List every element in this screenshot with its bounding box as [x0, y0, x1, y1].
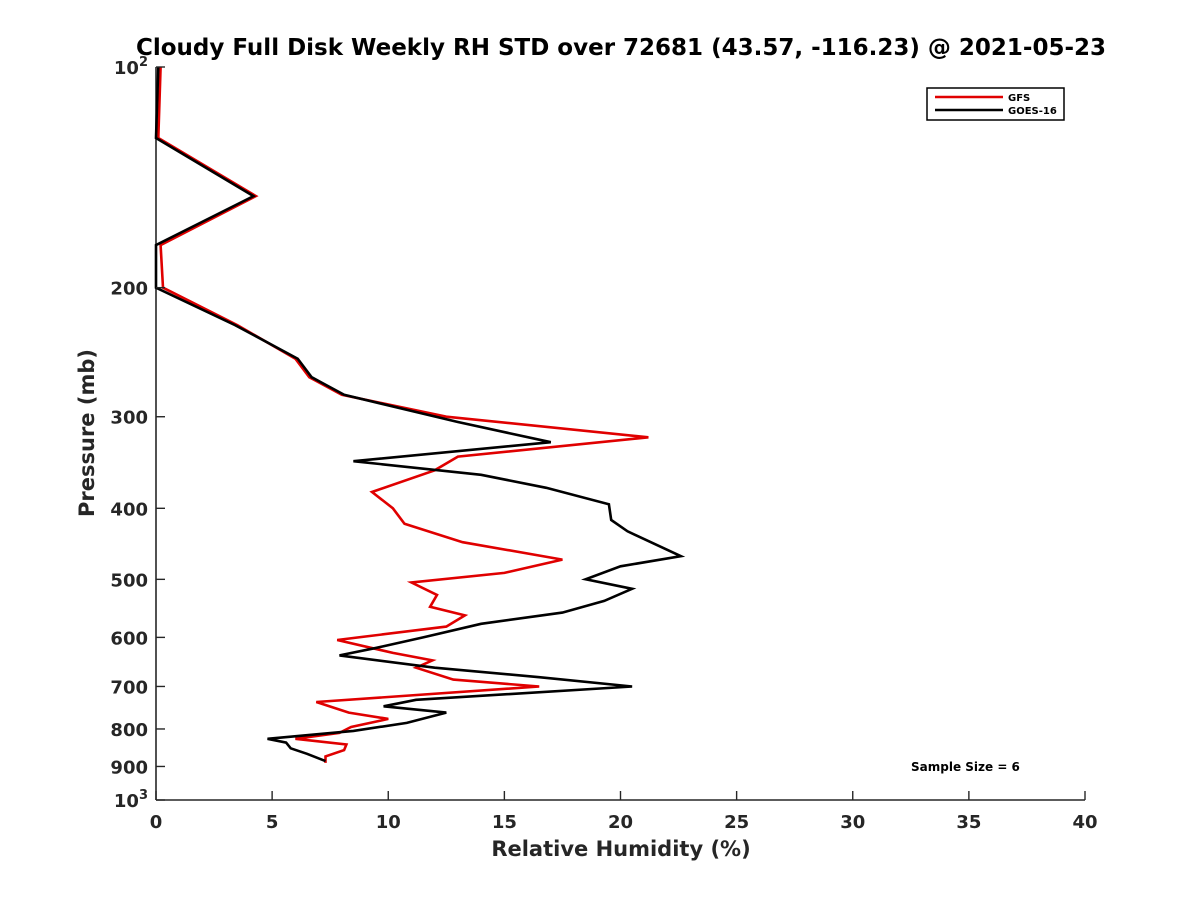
- chart-title: Cloudy Full Disk Weekly RH STD over 7268…: [136, 35, 1106, 61]
- legend-label-goes-16: GOES-16: [1008, 106, 1057, 117]
- y-tick-label: 600: [110, 628, 148, 649]
- legend: GFS GOES-16: [926, 87, 1065, 121]
- legend-box: [926, 87, 1065, 121]
- y-tick-label: 800: [110, 720, 148, 741]
- y-axis-label: Pressure (mb): [75, 349, 99, 517]
- y-tick-label: 700: [110, 677, 148, 698]
- series-line-goes-16: [154, 66, 686, 763]
- x-tick-label: 40: [1072, 812, 1097, 833]
- x-tick-label: 0: [150, 812, 163, 833]
- ticks-layer: 0 5 10 15 20 25 30 35 40 102 200 300 400 500 600 700 800…: [110, 55, 1097, 833]
- y-tick-label: 103: [114, 788, 148, 812]
- y-tick-label: 200: [110, 279, 148, 300]
- x-tick-label: 35: [956, 812, 981, 833]
- x-tick-label: 30: [840, 812, 865, 833]
- y-tick-label: 500: [110, 570, 148, 591]
- y-tick-label: 300: [110, 408, 148, 429]
- y-tick-label: 400: [110, 499, 148, 520]
- series-line-gfs: [156, 66, 649, 763]
- sample-size-annotation: Sample Size = 6: [911, 760, 1020, 774]
- x-tick-label: 10: [376, 812, 401, 833]
- y-tick-label: 900: [110, 757, 148, 778]
- x-tick-label: 5: [266, 812, 279, 833]
- x-tick-label: 20: [608, 812, 633, 833]
- x-tick-label: 15: [492, 812, 517, 833]
- legend-label-gfs: GFS: [1008, 93, 1030, 104]
- series-layer: [154, 66, 686, 763]
- y-tick-label: 102: [114, 55, 148, 79]
- x-tick-label: 25: [724, 812, 749, 833]
- x-axis-label: Relative Humidity (%): [491, 837, 750, 861]
